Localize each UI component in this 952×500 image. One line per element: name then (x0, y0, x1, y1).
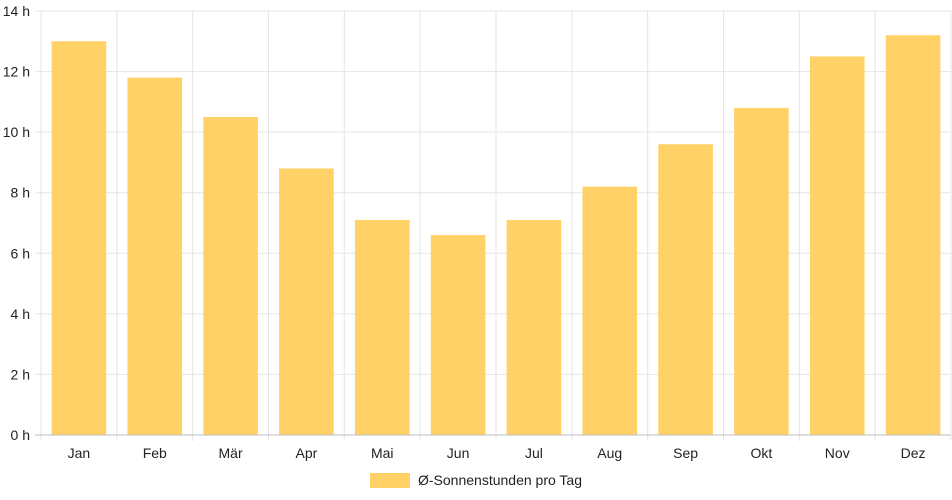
y-tick-label: 14 h (3, 3, 30, 19)
x-tick-label: Mai (371, 445, 394, 461)
bar-chart: 0 h 2 h 4 h 6 h 8 h 10 h 12 h 14 h Jan Feb Mär Apr M… (3, 3, 952, 461)
y-tick-label: 10 h (3, 124, 30, 140)
legend-swatch (370, 472, 410, 488)
x-tick-label: Aug (597, 445, 622, 461)
bar-sep (658, 144, 713, 435)
bar-layer (51, 35, 941, 436)
bar-feb (127, 77, 183, 435)
axis-layer: 0 h 2 h 4 h 6 h 8 h 10 h 12 h 14 h Jan Feb Mär Apr M… (3, 3, 951, 461)
legend[interactable]: Ø-Sonnenstunden pro Tag (370, 472, 582, 488)
bar-jul (506, 219, 562, 435)
y-tick-label: 0 h (11, 427, 30, 443)
y-tick-label: 2 h (11, 366, 30, 382)
x-tick-label: Mär (219, 445, 243, 461)
bar-okt (734, 107, 789, 436)
bar-apr (279, 168, 334, 435)
x-tick-label: Jun (447, 445, 470, 461)
x-tick-label: Jan (68, 445, 91, 461)
y-tick-label: 8 h (11, 185, 30, 201)
x-tick-label: Dez (901, 445, 926, 461)
bar-mai (354, 219, 410, 435)
bar-aug (582, 186, 638, 435)
legend-label: Ø-Sonnenstunden pro Tag (418, 472, 582, 488)
bar-mär (203, 117, 258, 435)
y-tick-label: 12 h (3, 64, 30, 80)
bar-nov (809, 56, 865, 436)
grid-layer (35, 10, 952, 441)
x-tick-label: Feb (143, 445, 167, 461)
x-tick-label: Apr (296, 445, 318, 461)
y-tick-label: 4 h (11, 306, 30, 322)
y-tick-label: 6 h (11, 245, 30, 261)
x-tick-label: Jul (525, 445, 543, 461)
bar-dez (885, 35, 941, 435)
bar-jun (430, 235, 486, 435)
x-tick-label: Sep (673, 445, 698, 461)
x-tick-label: Okt (751, 445, 773, 461)
x-tick-label: Nov (825, 445, 850, 461)
bar-jan (51, 41, 107, 436)
